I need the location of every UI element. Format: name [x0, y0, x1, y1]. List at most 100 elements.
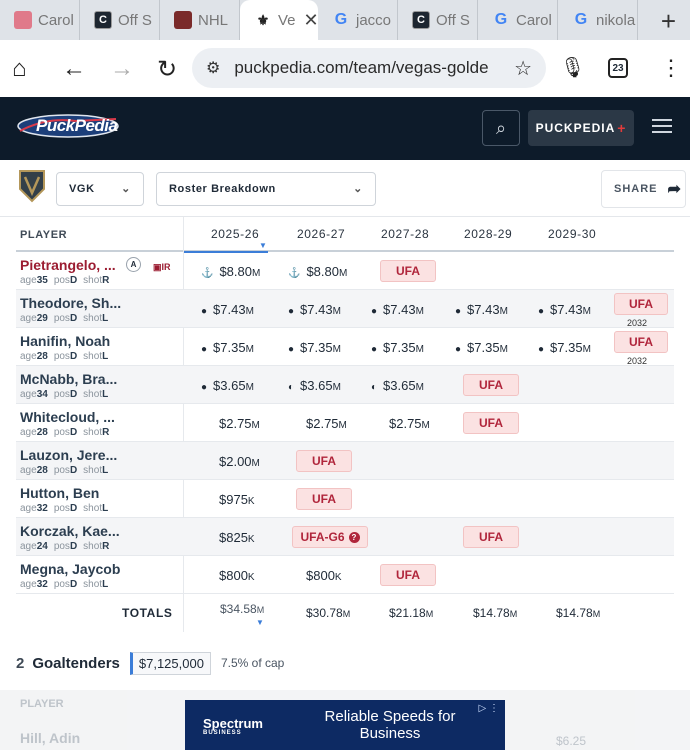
- browser-tab[interactable]: ⚜ Ve ✕: [240, 0, 318, 40]
- salary-cell[interactable]: ● $3.65M: [201, 378, 254, 393]
- salary-cell[interactable]: ● $7.35M: [201, 340, 254, 355]
- omnibox[interactable]: ⚙ puckpedia.com/team/vegas-golde ☆: [192, 48, 546, 88]
- salary-cell[interactable]: ◐ $3.65M: [288, 378, 341, 393]
- team-select[interactable]: VGK ⌄: [56, 172, 144, 206]
- salary-cell[interactable]: ● $7.43M: [288, 302, 341, 317]
- player-name-link[interactable]: Whitecloud, ...: [20, 409, 115, 425]
- site-search-button[interactable]: ⌕: [482, 110, 520, 146]
- meta-label: shot: [83, 427, 103, 438]
- roster-table: PLAYER 2025-26 2026-27 2027-28 2028-29 2029-…: [16, 217, 674, 632]
- year-column-header[interactable]: 2026-27: [297, 227, 346, 241]
- salary-unit: M: [251, 420, 260, 431]
- ufa-badge[interactable]: UFA: [463, 526, 519, 548]
- meta-label: age: [20, 579, 37, 590]
- ufa-badge[interactable]: UFA: [296, 450, 352, 472]
- browser-tab[interactable]: NHL: [160, 0, 240, 40]
- advertisement-banner[interactable]: Spectrum BUSINESS Reliable Speeds for Bu…: [185, 700, 505, 750]
- share-button[interactable]: SHARE ➦: [601, 170, 686, 208]
- share-arrow-icon: ➦: [667, 181, 682, 198]
- browser-tab[interactable]: G Carol: [478, 0, 558, 40]
- ufa-badge[interactable]: UFA: [380, 260, 436, 282]
- ufa-badge[interactable]: UFA: [463, 412, 519, 434]
- total-value: $14.78M: [556, 606, 600, 620]
- forward-icon[interactable]: →: [110, 55, 134, 82]
- player-name-link[interactable]: Hanifin, Noah: [20, 333, 111, 349]
- year-column-header[interactable]: 2027-28: [381, 227, 430, 241]
- year-column-header[interactable]: 2029-30: [548, 227, 597, 241]
- player-name-link[interactable]: Hutton, Ben: [20, 485, 100, 501]
- puckpedia-logo[interactable]: [16, 111, 120, 141]
- salary-cell[interactable]: ● $7.43M: [201, 302, 254, 317]
- browser-tab[interactable]: C Off S: [80, 0, 160, 40]
- ad-choices-icon[interactable]: ▷ ⋮: [478, 703, 499, 714]
- salary-cell[interactable]: $800K: [219, 568, 255, 583]
- meta-label: age: [20, 503, 37, 514]
- salary-cell[interactable]: ● $7.43M: [455, 302, 508, 317]
- microphone-icon[interactable]: 🎙: [560, 57, 586, 79]
- ufa-badge[interactable]: UFA: [463, 374, 519, 396]
- back-icon[interactable]: ←: [62, 55, 86, 82]
- player-name-link[interactable]: Lauzon, Jere...: [20, 447, 118, 463]
- player-column-header[interactable]: PLAYER: [20, 229, 68, 241]
- salary-unit: K: [247, 534, 255, 545]
- reload-icon[interactable]: ↻: [157, 56, 178, 83]
- salary-cell[interactable]: $2.00M: [219, 454, 260, 469]
- site-settings-icon[interactable]: ⚙: [206, 60, 221, 77]
- view-select[interactable]: Roster Breakdown ⌄: [156, 172, 376, 206]
- year-column-header[interactable]: 2028-29: [464, 227, 513, 241]
- meta-value: D: [69, 427, 78, 438]
- menu-kebab-icon[interactable]: ⋮: [660, 55, 682, 80]
- salary-cell[interactable]: $975K: [219, 492, 255, 507]
- salary-unit: M: [415, 344, 424, 355]
- salary-cell[interactable]: ● $7.43M: [371, 302, 424, 317]
- player-name-link[interactable]: Pietrangelo, ...: [20, 257, 116, 273]
- salary-cell[interactable]: ● $7.35M: [538, 340, 591, 355]
- browser-tab[interactable]: Carol: [0, 0, 80, 40]
- hamburger-menu-icon[interactable]: [652, 119, 672, 133]
- salary-cell[interactable]: $2.75M: [306, 416, 347, 431]
- salary-cell[interactable]: ◐ $3.65M: [371, 378, 424, 393]
- player-name-link[interactable]: Theodore, Sh...: [20, 295, 122, 311]
- salary-cell[interactable]: $2.75M: [389, 416, 430, 431]
- salary-cell[interactable]: ● $7.35M: [371, 340, 424, 355]
- meta-value: 24: [36, 541, 48, 552]
- ufa-badge[interactable]: UFA: [614, 293, 668, 315]
- salary-cell[interactable]: ● $7.43M: [538, 302, 591, 317]
- salary-cell[interactable]: $825K: [219, 530, 255, 545]
- table-row: Megna, Jaycob age32 posD shotL $800K $800K UFA: [16, 556, 674, 594]
- bookmark-star-icon[interactable]: ☆: [514, 57, 532, 80]
- salary-cell[interactable]: ⚓ $8.80M: [201, 264, 260, 279]
- ufa-badge[interactable]: UFA: [614, 331, 668, 353]
- player-name-link[interactable]: Korczak, Kae...: [20, 523, 120, 539]
- player-name-link[interactable]: Megna, Jaycob: [20, 561, 121, 577]
- ufa-badge[interactable]: UFA-G6?: [292, 526, 368, 548]
- salary-cell[interactable]: ● $7.35M: [455, 340, 508, 355]
- salary-cell[interactable]: ● $7.35M: [288, 340, 341, 355]
- year-column-header[interactable]: 2025-26: [211, 227, 268, 250]
- player-meta: age28 posD shotR: [20, 427, 115, 438]
- puckpedia-plus-button[interactable]: PUCKPEDIA +: [528, 110, 634, 146]
- salary-cell[interactable]: ⚓ $8.80M: [288, 264, 347, 279]
- url-text[interactable]: puckpedia.com/team/vegas-golde: [234, 58, 489, 77]
- goalie-row-name[interactable]: Hill, Adin: [20, 730, 81, 746]
- close-tab-icon[interactable]: ✕: [303, 9, 318, 30]
- tab-count-button[interactable]: 23: [608, 58, 628, 78]
- home-icon[interactable]: ⌂: [12, 55, 27, 82]
- salary-cell[interactable]: $2.75M: [219, 416, 260, 431]
- player-name-link[interactable]: McNabb, Bra...: [20, 371, 118, 387]
- ufa-badge[interactable]: UFA: [296, 488, 352, 510]
- salary-value: $800: [219, 568, 248, 583]
- new-tab-button[interactable]: +: [660, 6, 676, 36]
- player-age: age32: [20, 503, 48, 514]
- browser-tab[interactable]: C Off S: [398, 0, 478, 40]
- meta-label: shot: [83, 389, 103, 400]
- meta-label: age: [20, 465, 37, 476]
- help-icon[interactable]: ?: [348, 531, 360, 543]
- ufa-badge[interactable]: UFA: [380, 564, 436, 586]
- browser-tab-title: nikola: [596, 11, 636, 29]
- player-shot: shotL: [83, 351, 108, 362]
- salary-cell[interactable]: $800K: [306, 568, 342, 583]
